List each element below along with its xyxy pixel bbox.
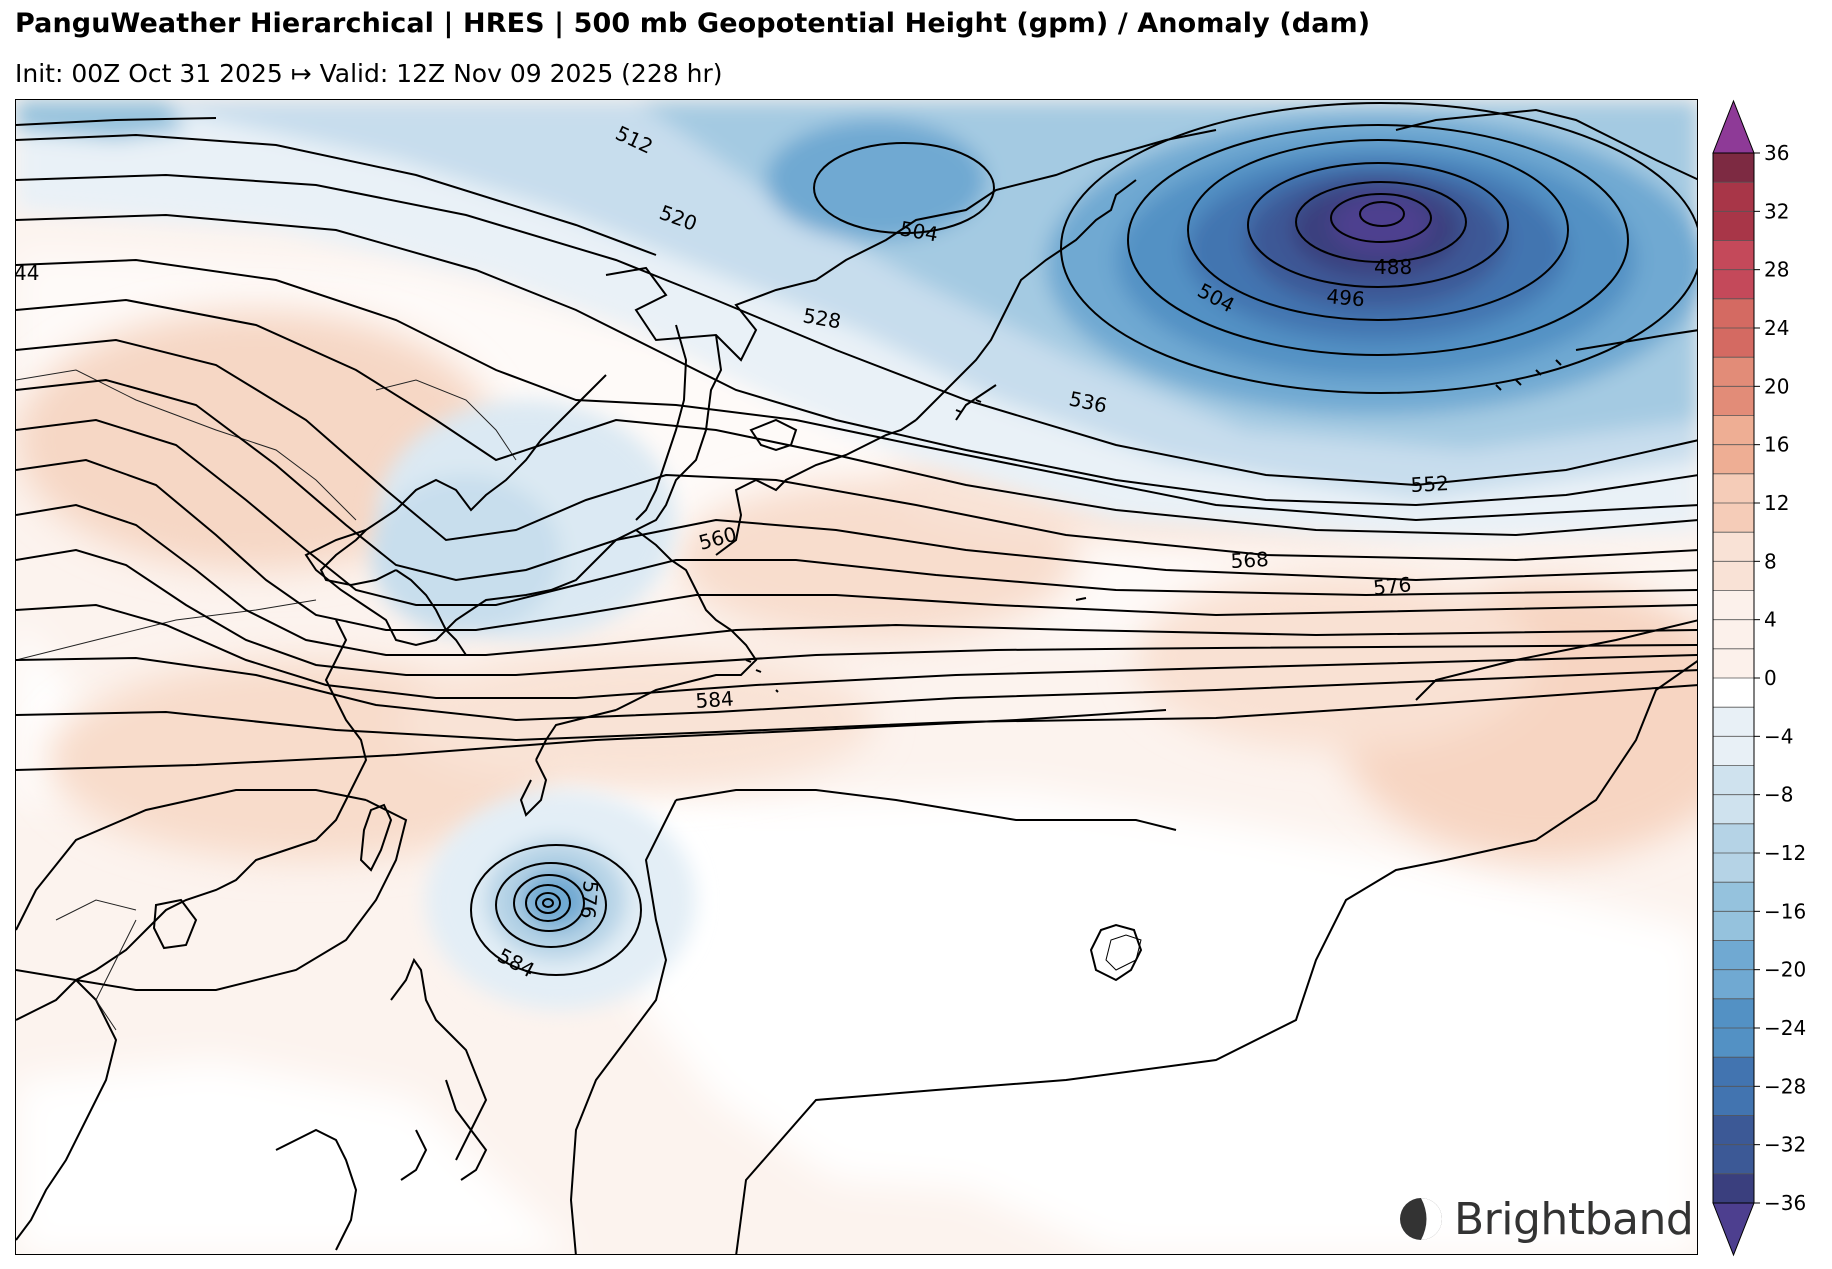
- colorbar-band: [1713, 269, 1754, 300]
- colorbar-band: [1713, 386, 1754, 417]
- colorbar-band: [1713, 648, 1754, 679]
- colorbar-band: [1713, 1028, 1754, 1058]
- colorbar-tick-label: 36: [1764, 141, 1789, 165]
- colorbar-band: [1713, 298, 1754, 329]
- colorbar-band: [1713, 561, 1754, 592]
- colorbar-band: [1713, 473, 1754, 504]
- colorbar-tick-label: 24: [1764, 316, 1789, 340]
- colorbar-extend-min: [1712, 1202, 1755, 1257]
- colorbar-band: [1713, 328, 1754, 358]
- colorbar-band: [1713, 182, 1754, 212]
- colorbar-band: [1713, 503, 1754, 533]
- colorbar-band: [1713, 444, 1754, 475]
- colorbar-tick-label: −24: [1764, 1016, 1806, 1040]
- contour-label-488: 488: [1374, 255, 1412, 279]
- colorbar-tick-label: −36: [1764, 1191, 1806, 1215]
- colorbar-band: [1713, 794, 1754, 825]
- colorbar-tick-label: 28: [1764, 258, 1789, 282]
- colorbar-tick-label: 16: [1764, 433, 1789, 457]
- brightband-logo-icon: [1400, 1198, 1442, 1240]
- colorbar-band: [1713, 707, 1754, 737]
- brightband-logo-text: Brightband: [1454, 1193, 1694, 1245]
- colorbar-band: [1713, 1057, 1754, 1087]
- anomaly-shading: [16, 100, 1697, 1254]
- colorbar-tick-label: −12: [1764, 841, 1806, 865]
- colorbar-tick-label: 32: [1764, 199, 1789, 223]
- colorbar-band: [1713, 1086, 1754, 1117]
- colorbar-band: [1713, 765, 1754, 796]
- height-contours: [16, 102, 1697, 1254]
- contour-label-496: 496: [1326, 284, 1366, 311]
- colorbar-band: [1713, 1115, 1754, 1146]
- chart-title: PanguWeather Hierarchical | HRES | 500 m…: [15, 8, 1371, 39]
- colorbar-band: [1713, 678, 1754, 708]
- colorbar-band: [1713, 1173, 1754, 1204]
- colorbar-band: [1713, 240, 1754, 271]
- colorbar-band: [1713, 357, 1754, 387]
- colorbar-band: [1713, 619, 1754, 650]
- colorbar-band: [1713, 590, 1754, 621]
- colorbar-tick-label: 20: [1764, 374, 1789, 398]
- colorbar-band: [1713, 532, 1754, 562]
- colorbar-band: [1713, 940, 1754, 971]
- colorbar-band: [1713, 969, 1754, 1000]
- colorbar-band: [1713, 211, 1754, 242]
- colorbar-band: [1713, 415, 1754, 446]
- colorbar-tick-label: −32: [1764, 1133, 1806, 1157]
- brightband-logo: Brightband: [1398, 1193, 1694, 1245]
- contour-label-576-typhoon: 576: [576, 880, 603, 920]
- contour-label-edge: 44: [16, 261, 39, 285]
- colorbar-band: [1713, 823, 1754, 854]
- contour-label-568: 568: [1230, 547, 1269, 573]
- colorbar-extend-max: [1712, 99, 1755, 154]
- country-borders: [16, 369, 517, 1031]
- contour-label-552: 552: [1410, 471, 1449, 497]
- colorbar-tick-label: −4: [1764, 724, 1793, 748]
- colorbar-band: [1713, 911, 1754, 942]
- colorbar-band: [1713, 998, 1754, 1029]
- colorbar-band: [1713, 736, 1754, 767]
- colorbar-tick-label: 8: [1764, 549, 1777, 573]
- colorbar-tick-label: 4: [1764, 608, 1777, 632]
- colorbar: 36 32 28 24 20 16 12 8 4 0 −4 −8 −12 −16 −20 −24 −28 −32 −…: [1712, 99, 1806, 1257]
- colorbar-tick-label: 0: [1764, 666, 1777, 690]
- colorbar-tick-label: −20: [1764, 958, 1806, 982]
- colorbar-band: [1713, 1144, 1754, 1175]
- colorbar-band: [1713, 882, 1754, 912]
- colorbar-ticks: 36 32 28 24 20 16 12 8 4 0 −4 −8 −12 −16 −20 −24 −28 −32 −…: [1754, 141, 1806, 1215]
- colorbar-tick-label: −8: [1764, 783, 1793, 807]
- map-canvas: 512 520 504 528 536 552 560 568 576 584 …: [16, 100, 1697, 1254]
- contour-label-584: 584: [695, 686, 735, 713]
- colorbar-swatches: [1712, 99, 1755, 1257]
- coastlines: [16, 108, 1697, 1251]
- colorbar-band: [1713, 153, 1754, 183]
- map-panel: 512 520 504 528 536 552 560 568 576 584 …: [15, 99, 1698, 1255]
- chart-subtitle: Init: 00Z Oct 31 2025 ↦ Valid: 12Z Nov 0…: [15, 59, 723, 88]
- contour-label-576: 576: [1372, 572, 1412, 600]
- colorbar-tick-label: −28: [1764, 1074, 1806, 1098]
- colorbar-band: [1713, 853, 1754, 883]
- colorbar-tick-label: −16: [1764, 899, 1806, 923]
- colorbar-tick-label: 12: [1764, 491, 1789, 515]
